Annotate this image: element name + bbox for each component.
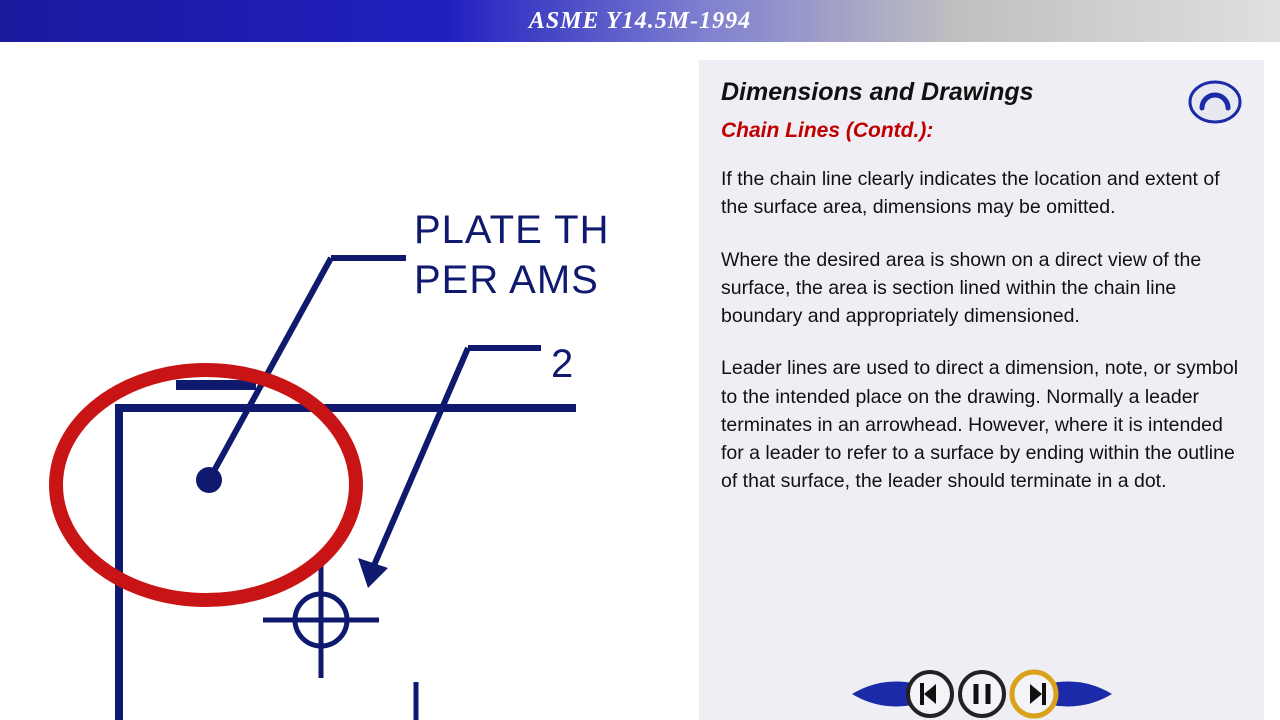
paragraph-1: If the chain line clearly indicates the … <box>721 165 1242 222</box>
header-bar: ASME Y14.5M-1994 <box>0 0 1280 42</box>
leader-arrow-line <box>372 348 468 570</box>
prev-button[interactable] <box>908 672 952 716</box>
header-title: ASME Y14.5M-1994 <box>529 8 751 35</box>
main-area: PLATE TH PER AMS 2 <box>0 42 1280 720</box>
next-button[interactable] <box>1012 672 1056 716</box>
technical-diagram: PLATE TH PER AMS 2 <box>16 60 685 720</box>
paragraph-2: Where the desired area is shown on a dir… <box>721 246 1242 331</box>
diagram-svg <box>16 60 676 720</box>
diagram-panel: PLATE TH PER AMS 2 <box>16 60 685 720</box>
pause-button[interactable] <box>960 672 1004 716</box>
section-title: Dimensions and Drawings <box>721 78 1242 107</box>
paragraph-3: Leader lines are used to direct a dimens… <box>721 354 1242 495</box>
leader-dot <box>196 467 222 493</box>
nav-controls <box>852 668 1112 720</box>
text-panel: Dimensions and Drawings Chain Lines (Con… <box>699 60 1264 720</box>
audio-icon[interactable] <box>1188 80 1242 124</box>
subsection-title: Chain Lines (Contd.): <box>721 119 1242 143</box>
